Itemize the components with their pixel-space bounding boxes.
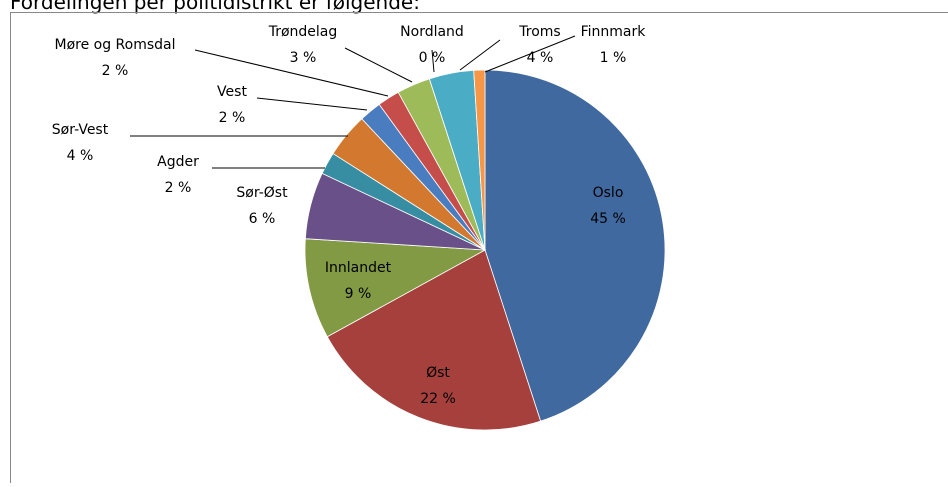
value-label: 2 % [165,180,192,196]
value-label: 3 % [290,50,317,66]
leader-line [460,40,500,70]
slice-label: Øst [426,365,450,381]
value-label: 45 % [590,211,626,227]
value-label: 0 % [419,50,446,66]
slice-label: Troms [518,24,560,40]
leader-line [257,98,367,110]
slice-label: Møre og Romsdal [54,37,175,53]
slice-label: Sør-Øst [236,185,288,201]
value-label: 6 % [249,211,276,227]
slice-label: Agder [157,154,199,170]
leader-line [345,48,412,82]
slice-label: Finnmark [581,24,647,40]
slice-label: Trøndelag [268,24,338,40]
slice-label: Oslo [593,185,624,201]
value-label: 9 % [345,286,372,302]
slice-label: Sør-Vest [52,122,109,138]
slice-label: Vest [217,84,247,100]
value-label: 4 % [67,148,94,164]
value-label: 1 % [600,50,627,66]
value-label: 2 % [219,110,246,126]
slice-label: Nordland [400,24,464,40]
document-text: Fordelingen per politidistrikt er følgen… [10,0,420,14]
value-label: 22 % [420,391,456,407]
value-label: 2 % [102,63,129,79]
slice-label: Innlandet [325,260,392,276]
value-label: 4 % [527,50,554,66]
